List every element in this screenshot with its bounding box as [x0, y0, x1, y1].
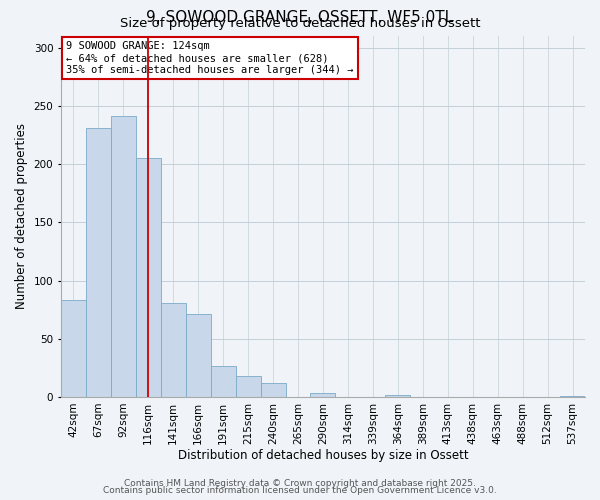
X-axis label: Distribution of detached houses by size in Ossett: Distribution of detached houses by size …	[178, 450, 468, 462]
Bar	[385, 394, 410, 397]
Text: Contains HM Land Registry data © Crown copyright and database right 2025.: Contains HM Land Registry data © Crown c…	[124, 478, 476, 488]
Bar	[186, 314, 211, 397]
Bar	[310, 394, 335, 397]
Bar	[61, 300, 86, 397]
Text: Size of property relative to detached houses in Ossett: Size of property relative to detached ho…	[120, 18, 480, 30]
Bar	[136, 158, 161, 397]
Text: 9 SOWOOD GRANGE: 124sqm
← 64% of detached houses are smaller (628)
35% of semi-d: 9 SOWOOD GRANGE: 124sqm ← 64% of detache…	[66, 42, 353, 74]
Bar	[560, 396, 585, 397]
Text: Contains public sector information licensed under the Open Government Licence v3: Contains public sector information licen…	[103, 486, 497, 495]
Bar	[260, 383, 286, 397]
Bar	[161, 302, 186, 397]
Text: 9, SOWOOD GRANGE, OSSETT, WF5 0TL: 9, SOWOOD GRANGE, OSSETT, WF5 0TL	[146, 10, 454, 25]
Bar	[236, 376, 260, 397]
Y-axis label: Number of detached properties: Number of detached properties	[15, 124, 28, 310]
Bar	[211, 366, 236, 397]
Bar	[111, 116, 136, 397]
Bar	[86, 128, 111, 397]
